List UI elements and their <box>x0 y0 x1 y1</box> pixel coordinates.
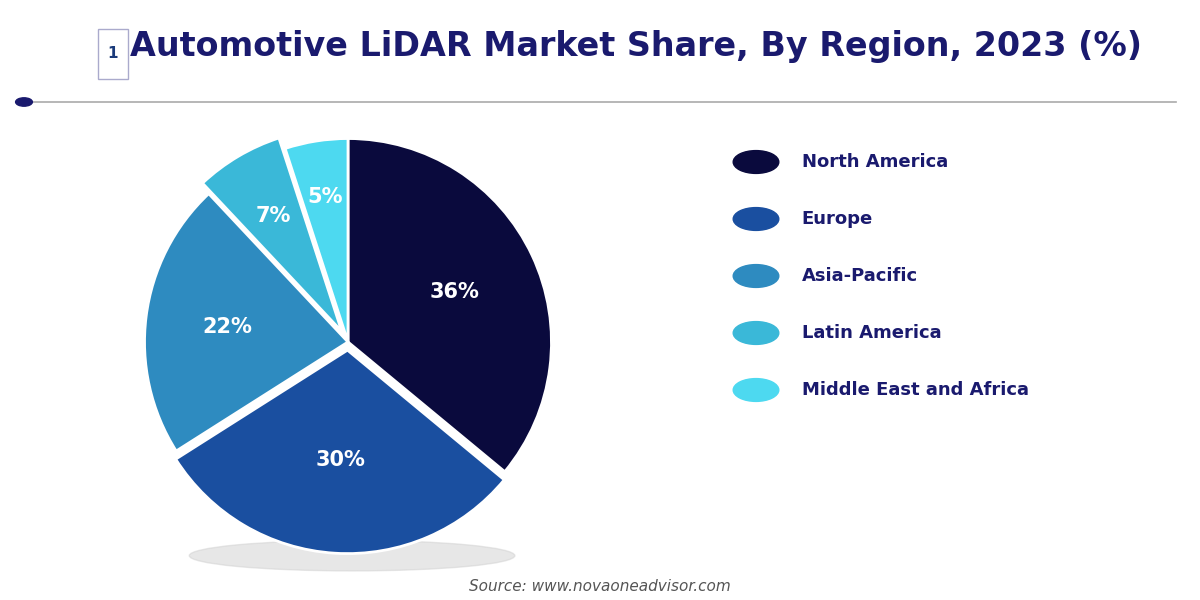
Text: 7%: 7% <box>256 206 292 226</box>
Text: ADVISOR: ADVISOR <box>133 46 210 61</box>
Text: Middle East and Africa: Middle East and Africa <box>802 381 1028 399</box>
Text: Source: www.novaoneadvisor.com: Source: www.novaoneadvisor.com <box>469 579 731 594</box>
Text: 1: 1 <box>108 46 118 61</box>
Text: NOVA: NOVA <box>25 46 73 61</box>
FancyBboxPatch shape <box>97 29 128 79</box>
Text: Latin America: Latin America <box>802 324 941 342</box>
Wedge shape <box>286 139 348 342</box>
Text: Europe: Europe <box>802 210 872 228</box>
Text: 5%: 5% <box>307 187 343 207</box>
Text: North America: North America <box>802 153 948 171</box>
Text: 36%: 36% <box>430 282 480 302</box>
Text: Asia-Pacific: Asia-Pacific <box>802 267 918 285</box>
Text: Automotive LiDAR Market Share, By Region, 2023 (%): Automotive LiDAR Market Share, By Region… <box>130 30 1142 63</box>
Wedge shape <box>348 139 552 472</box>
Wedge shape <box>144 194 348 451</box>
Wedge shape <box>175 350 504 554</box>
Ellipse shape <box>190 541 515 571</box>
Wedge shape <box>203 138 342 331</box>
Text: 22%: 22% <box>202 317 252 337</box>
Text: 30%: 30% <box>316 450 366 470</box>
